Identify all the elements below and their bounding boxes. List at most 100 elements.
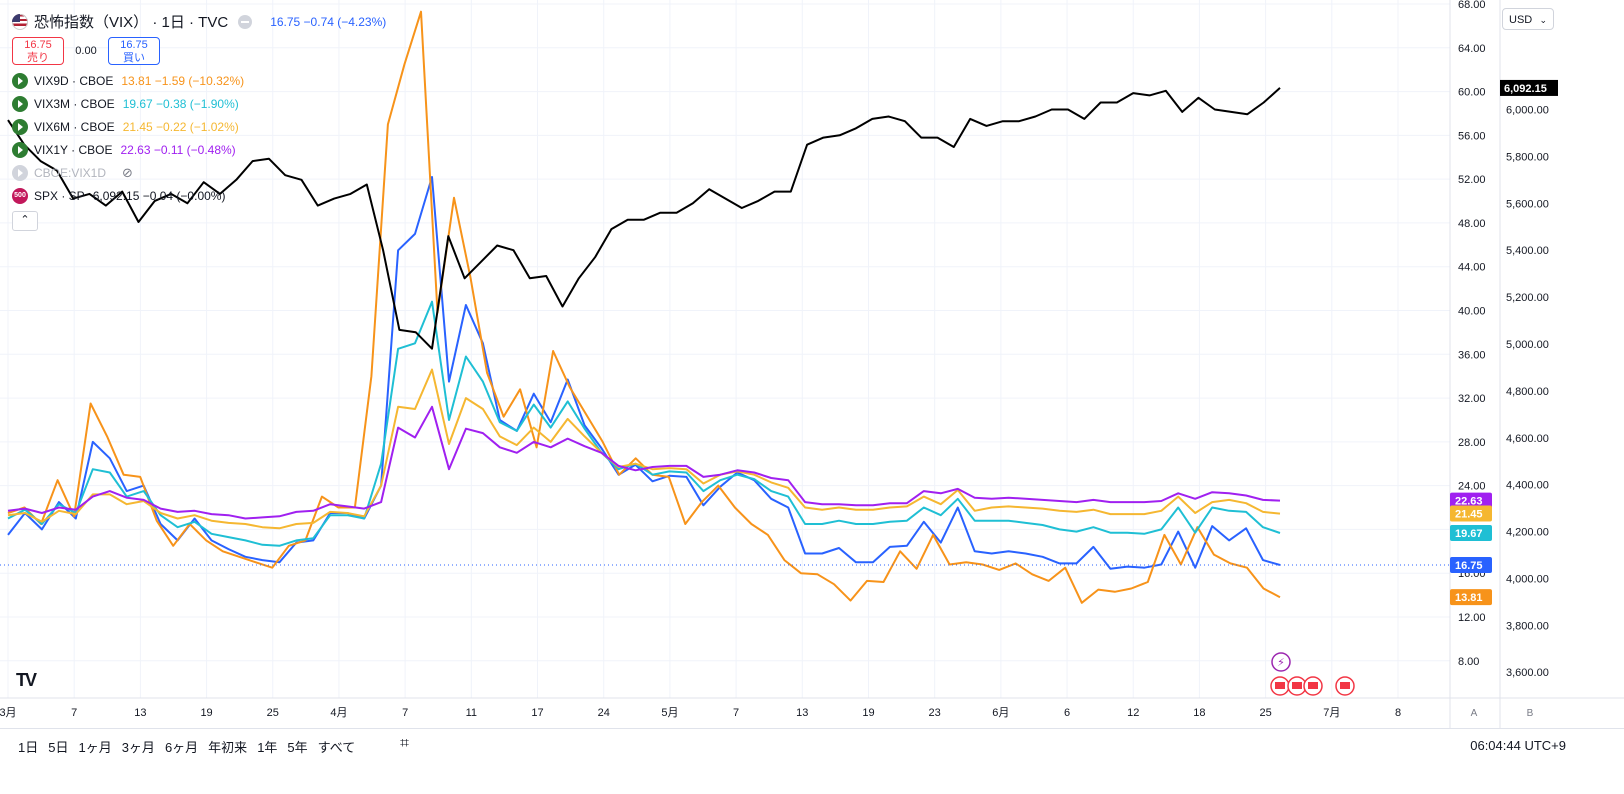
legend-series-value: 6,092.15 −0.04 (−0.00%) (92, 188, 226, 203)
time-axis-tick-label: 4月 (330, 707, 347, 719)
series-icon (12, 118, 28, 135)
left-axis-tick-label: 12.00 (1458, 612, 1486, 624)
time-axis-tick-label: 24 (598, 707, 610, 719)
legend-series-name: CBOE:VIX1D (34, 165, 107, 180)
range-button[interactable]: 年初来 (208, 740, 248, 755)
time-axis-tick-label: 19 (862, 707, 874, 719)
buy-label: 買い (123, 52, 145, 64)
time-axis-tick-label: 11 (466, 707, 477, 719)
time-axis-tick-label: 12 (1127, 707, 1139, 719)
left-axis-tick-label: 8.00 (1458, 656, 1479, 668)
time-axis-tick-label: 3月 (0, 707, 17, 719)
time-axis-tick-label: 6月 (992, 707, 1009, 719)
time-axis-tick-label: 17 (531, 707, 543, 719)
series-icon (12, 164, 28, 181)
right-axis-tick-label: 4,000.00 (1506, 573, 1549, 585)
symbol-title[interactable]: 恐怖指数（VIX） · 1日 · TVC (34, 14, 229, 31)
left-axis-tick-label: 48.00 (1458, 218, 1486, 230)
event-markers: ⚡ (1270, 652, 1355, 696)
range-button[interactable]: 1日 (18, 740, 39, 755)
series-line-vix1y (7, 405, 1281, 520)
left-axis-tick-label: 28.00 (1458, 437, 1486, 449)
range-button[interactable]: 5日 (48, 740, 69, 755)
last-value-badge (1450, 557, 1492, 574)
buy-button[interactable]: 16.75 買い (108, 37, 160, 65)
right-axis-tick-label: 3,800.00 (1506, 620, 1549, 632)
last-value-badge (1450, 492, 1492, 509)
right-axis-tick-label: 4,200.00 (1506, 527, 1549, 539)
range-button[interactable]: 6ヶ月 (164, 740, 199, 755)
last-value-label: 21.45 (1455, 509, 1483, 521)
time-axis-tick-label: 18 (1193, 707, 1205, 719)
main-symbol-row[interactable]: 恐怖指数（VIX） · 1日 · TVC 16.75 −0.74 (−4.23%… (12, 10, 386, 33)
left-axis-tick-label: 36.00 (1458, 349, 1486, 361)
hide-symbol-icon[interactable] (238, 14, 253, 29)
sell-label: 売り (27, 52, 49, 64)
spread-value: 0.00 (75, 45, 97, 57)
collapse-legend-button[interactable]: ⌃ (12, 211, 38, 231)
lightning-glyph-icon: ⚡ (1277, 656, 1285, 669)
legend-item[interactable]: VIX3M · CBOE 19.67 −0.38 (−1.90%) (12, 92, 386, 115)
legend-series-value: 19.67 −0.38 (−1.90%) (122, 96, 239, 111)
time-axis-tick-label: 7 (71, 707, 77, 719)
chart-axes: 8.0012.0016.0020.0024.0028.0032.0036.004… (0, 0, 1624, 728)
spx-last-badge (1500, 79, 1558, 96)
series-layer (0, 10, 1450, 604)
right-axis-tick-label: 5,400.00 (1506, 245, 1549, 257)
series-line-spx (7, 87, 1281, 350)
legend-item[interactable]: 500 SPX · SP 6,092.15 −0.04 (−0.00%) (12, 184, 386, 207)
time-axis-tick-label: 7月 (1323, 707, 1340, 719)
flag-mini-icon (1292, 682, 1302, 689)
range-button[interactable]: 1年 (257, 740, 278, 755)
sell-button[interactable]: 16.75 売り (12, 37, 64, 65)
range-button[interactable]: 3ヶ月 (121, 740, 155, 755)
time-axis-tick-label: 19 (200, 707, 212, 719)
calendar-range-icon[interactable]: ⌗ (400, 735, 410, 752)
legend-series-value: 22.63 −0.11 (−0.48%) (120, 142, 236, 157)
time-axis-tick-label: 8 (1395, 707, 1401, 719)
hidden-eye-icon[interactable]: ⊘ (122, 164, 133, 180)
trade-buttons: 16.75 売り 0.00 16.75 買い (12, 37, 386, 65)
series-icon: 500 (12, 187, 28, 204)
right-axis-tick-label: 6,000.00 (1506, 105, 1549, 117)
timezone-clock[interactable]: 06:04:44 UTC+9 (1470, 738, 1566, 753)
left-axis-tick-label: 40.00 (1458, 305, 1486, 317)
currency-select[interactable]: USD ⌄ (1502, 8, 1554, 30)
tradingview-logo-icon[interactable]: TV (16, 670, 37, 690)
time-axis-tick-label: 25 (1259, 707, 1271, 719)
range-button[interactable]: 1ヶ月 (78, 740, 112, 755)
left-axis-tick-label: 60.00 (1458, 87, 1486, 99)
left-axis-tick-label: 32.00 (1458, 393, 1486, 405)
series-icon (12, 72, 28, 89)
axis-mode-a: A (1471, 708, 1478, 719)
flag-mini-icon (1275, 682, 1285, 689)
right-axis-tick-label: 5,000.00 (1506, 339, 1549, 351)
right-axis-tick-label: 4,800.00 (1506, 386, 1549, 398)
right-axis-tick-label: 3,600.00 (1506, 667, 1549, 679)
time-axis-tick-label: 5月 (661, 707, 678, 719)
date-range-buttons: 1日 5日 1ヶ月 3ヶ月 6ヶ月 年初来 1年 5年 すべて (18, 737, 365, 756)
sell-price: 16.75 (24, 39, 52, 51)
time-axis-tick-label: 6 (1064, 707, 1070, 719)
last-value-badge (1450, 589, 1492, 606)
legend-item[interactable]: CBOE:VIX1D ⊘ (12, 161, 386, 184)
last-value-badge (1450, 505, 1492, 522)
time-axis-tick-label: 7 (402, 707, 408, 719)
left-axis-tick-label: 44.00 (1458, 262, 1486, 274)
legend-item[interactable]: VIX6M · CBOE 21.45 −0.22 (−1.02%) (12, 115, 386, 138)
time-axis-tick-label: 23 (929, 707, 941, 719)
range-button[interactable]: すべて (317, 740, 356, 755)
chevron-down-icon: ⌄ (1539, 15, 1547, 25)
right-axis-tick-label: 5,200.00 (1506, 292, 1549, 304)
series-icon (12, 95, 28, 112)
series-icon (12, 141, 28, 158)
last-value-label: 19.67 (1455, 528, 1483, 540)
compare-series-list: VIX9D · CBOE 13.81 −1.59 (−10.32%) VIX3M ·… (12, 69, 386, 207)
chart-legend: 恐怖指数（VIX） · 1日 · TVC 16.75 −0.74 (−4.23%… (12, 10, 386, 231)
legend-item[interactable]: VIX1Y · CBOE 22.63 −0.11 (−0.48%) (12, 138, 386, 161)
legend-item[interactable]: VIX9D · CBOE 13.81 −1.59 (−10.32%) (12, 69, 386, 92)
range-button[interactable]: 5年 (287, 740, 308, 755)
legend-series-name: VIX6M · CBOE (34, 119, 115, 134)
flag-mini-icon (1340, 682, 1350, 689)
